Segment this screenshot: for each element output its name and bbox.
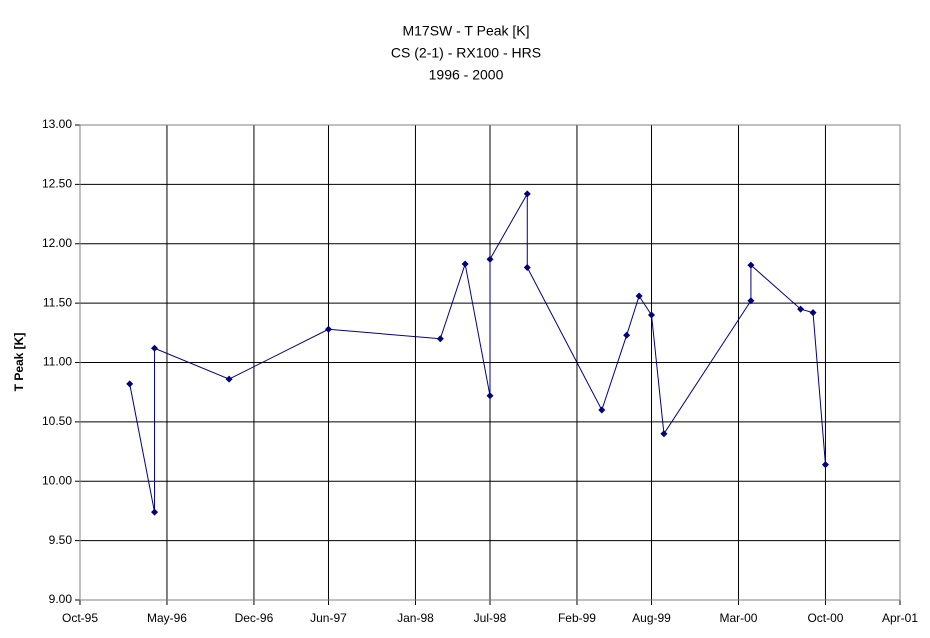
- chart-title: M17SW - T Peak [K]: [402, 23, 529, 39]
- x-tick-label: Mar-00: [719, 611, 757, 625]
- data-point: [436, 335, 444, 343]
- y-tick-label: 10.00: [42, 473, 72, 487]
- y-tick-label: 9.50: [49, 533, 73, 547]
- x-tick-label: Jul-98: [474, 611, 507, 625]
- data-point: [151, 508, 159, 516]
- y-tick-label: 12.50: [42, 177, 72, 191]
- x-tick-label: Feb-99: [558, 611, 596, 625]
- y-tick-label: 12.00: [42, 236, 72, 250]
- data-point: [747, 297, 755, 305]
- x-tick-label: Dec-96: [235, 611, 274, 625]
- x-tick-label: Apr-01: [882, 611, 918, 625]
- data-point: [461, 260, 469, 268]
- x-tick-label: Oct-95: [62, 611, 98, 625]
- x-tick-label: Oct-00: [807, 611, 843, 625]
- x-tick-label: May-96: [147, 611, 187, 625]
- x-tick-label: Jun-97: [310, 611, 347, 625]
- data-point: [523, 190, 531, 198]
- y-tick-label: 10.50: [42, 414, 72, 428]
- data-point: [523, 264, 531, 271]
- data-point: [809, 309, 817, 317]
- data-line: [129, 191, 826, 513]
- data-point: [151, 344, 159, 352]
- data-point: [635, 292, 643, 300]
- data-point: [660, 430, 668, 438]
- data-point: [126, 380, 134, 388]
- x-tick-label: Aug-99: [632, 611, 671, 625]
- data-point: [324, 325, 332, 333]
- data-point: [797, 305, 805, 313]
- data-point: [598, 406, 606, 414]
- data-point: [747, 261, 755, 269]
- plot-border: [79, 124, 901, 601]
- data-point: [486, 255, 494, 263]
- data-point: [648, 311, 656, 319]
- chart-subtitle: 1996 - 2000: [429, 67, 504, 83]
- y-axis-title: T Peak [K]: [12, 333, 26, 392]
- y-tick-label: 9.00: [49, 592, 73, 606]
- x-tick-label: Jan-98: [397, 611, 434, 625]
- data-point: [225, 375, 233, 383]
- data-point: [623, 331, 631, 339]
- y-tick-label: 11.00: [43, 355, 72, 369]
- data-point: [821, 461, 829, 469]
- chart-subtitle: CS (2-1) - RX100 - HRS: [391, 45, 541, 61]
- y-tick-label: 13.00: [42, 117, 72, 131]
- data-point: [486, 392, 494, 400]
- y-tick-label: 11.50: [43, 295, 72, 309]
